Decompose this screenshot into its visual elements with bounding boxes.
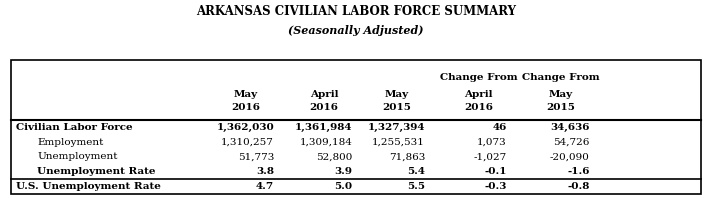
Text: April: April <box>310 90 338 99</box>
Text: (Seasonally Adjusted): (Seasonally Adjusted) <box>288 25 424 36</box>
Text: Employment: Employment <box>37 138 103 147</box>
Text: 5.4: 5.4 <box>407 167 425 176</box>
Text: Change From: Change From <box>439 73 518 82</box>
Text: 1,362,030: 1,362,030 <box>216 123 274 132</box>
Text: 1,255,531: 1,255,531 <box>372 138 425 147</box>
Text: 46: 46 <box>493 123 507 132</box>
Text: ARKANSAS CIVILIAN LABOR FORCE SUMMARY: ARKANSAS CIVILIAN LABOR FORCE SUMMARY <box>196 5 516 18</box>
Text: -0.1: -0.1 <box>484 167 507 176</box>
Text: Change From: Change From <box>522 73 600 82</box>
Text: 71,863: 71,863 <box>389 152 425 161</box>
Text: 2015: 2015 <box>382 103 411 112</box>
Text: -1.6: -1.6 <box>567 167 590 176</box>
Text: May: May <box>234 90 258 99</box>
Text: 5.0: 5.0 <box>335 182 352 191</box>
Text: Civilian Labor Force: Civilian Labor Force <box>16 123 132 132</box>
Text: 3.8: 3.8 <box>256 167 274 176</box>
Text: 2016: 2016 <box>310 103 338 112</box>
Text: May: May <box>549 90 573 99</box>
Text: May: May <box>384 90 409 99</box>
Text: -20,090: -20,090 <box>550 152 590 161</box>
Text: 1,361,984: 1,361,984 <box>295 123 352 132</box>
Text: 1,310,257: 1,310,257 <box>221 138 274 147</box>
Text: U.S. Unemployment Rate: U.S. Unemployment Rate <box>16 182 160 191</box>
Text: 1,309,184: 1,309,184 <box>300 138 352 147</box>
Text: 2015: 2015 <box>547 103 575 112</box>
Text: 2016: 2016 <box>464 103 493 112</box>
Text: 3.9: 3.9 <box>335 167 352 176</box>
Text: April: April <box>464 90 493 99</box>
Text: Unemployment Rate: Unemployment Rate <box>37 167 155 176</box>
Text: Unemployment: Unemployment <box>37 152 117 161</box>
Text: 2016: 2016 <box>231 103 260 112</box>
Text: -0.3: -0.3 <box>485 182 507 191</box>
Text: 5.5: 5.5 <box>407 182 425 191</box>
Text: -0.8: -0.8 <box>567 182 590 191</box>
Text: 4.7: 4.7 <box>256 182 274 191</box>
Text: 34,636: 34,636 <box>550 123 590 132</box>
Text: -1,027: -1,027 <box>473 152 507 161</box>
Text: 1,073: 1,073 <box>477 138 507 147</box>
Text: 51,773: 51,773 <box>238 152 274 161</box>
Text: 52,800: 52,800 <box>316 152 352 161</box>
Text: 1,327,394: 1,327,394 <box>367 123 425 132</box>
Text: 54,726: 54,726 <box>553 138 590 147</box>
